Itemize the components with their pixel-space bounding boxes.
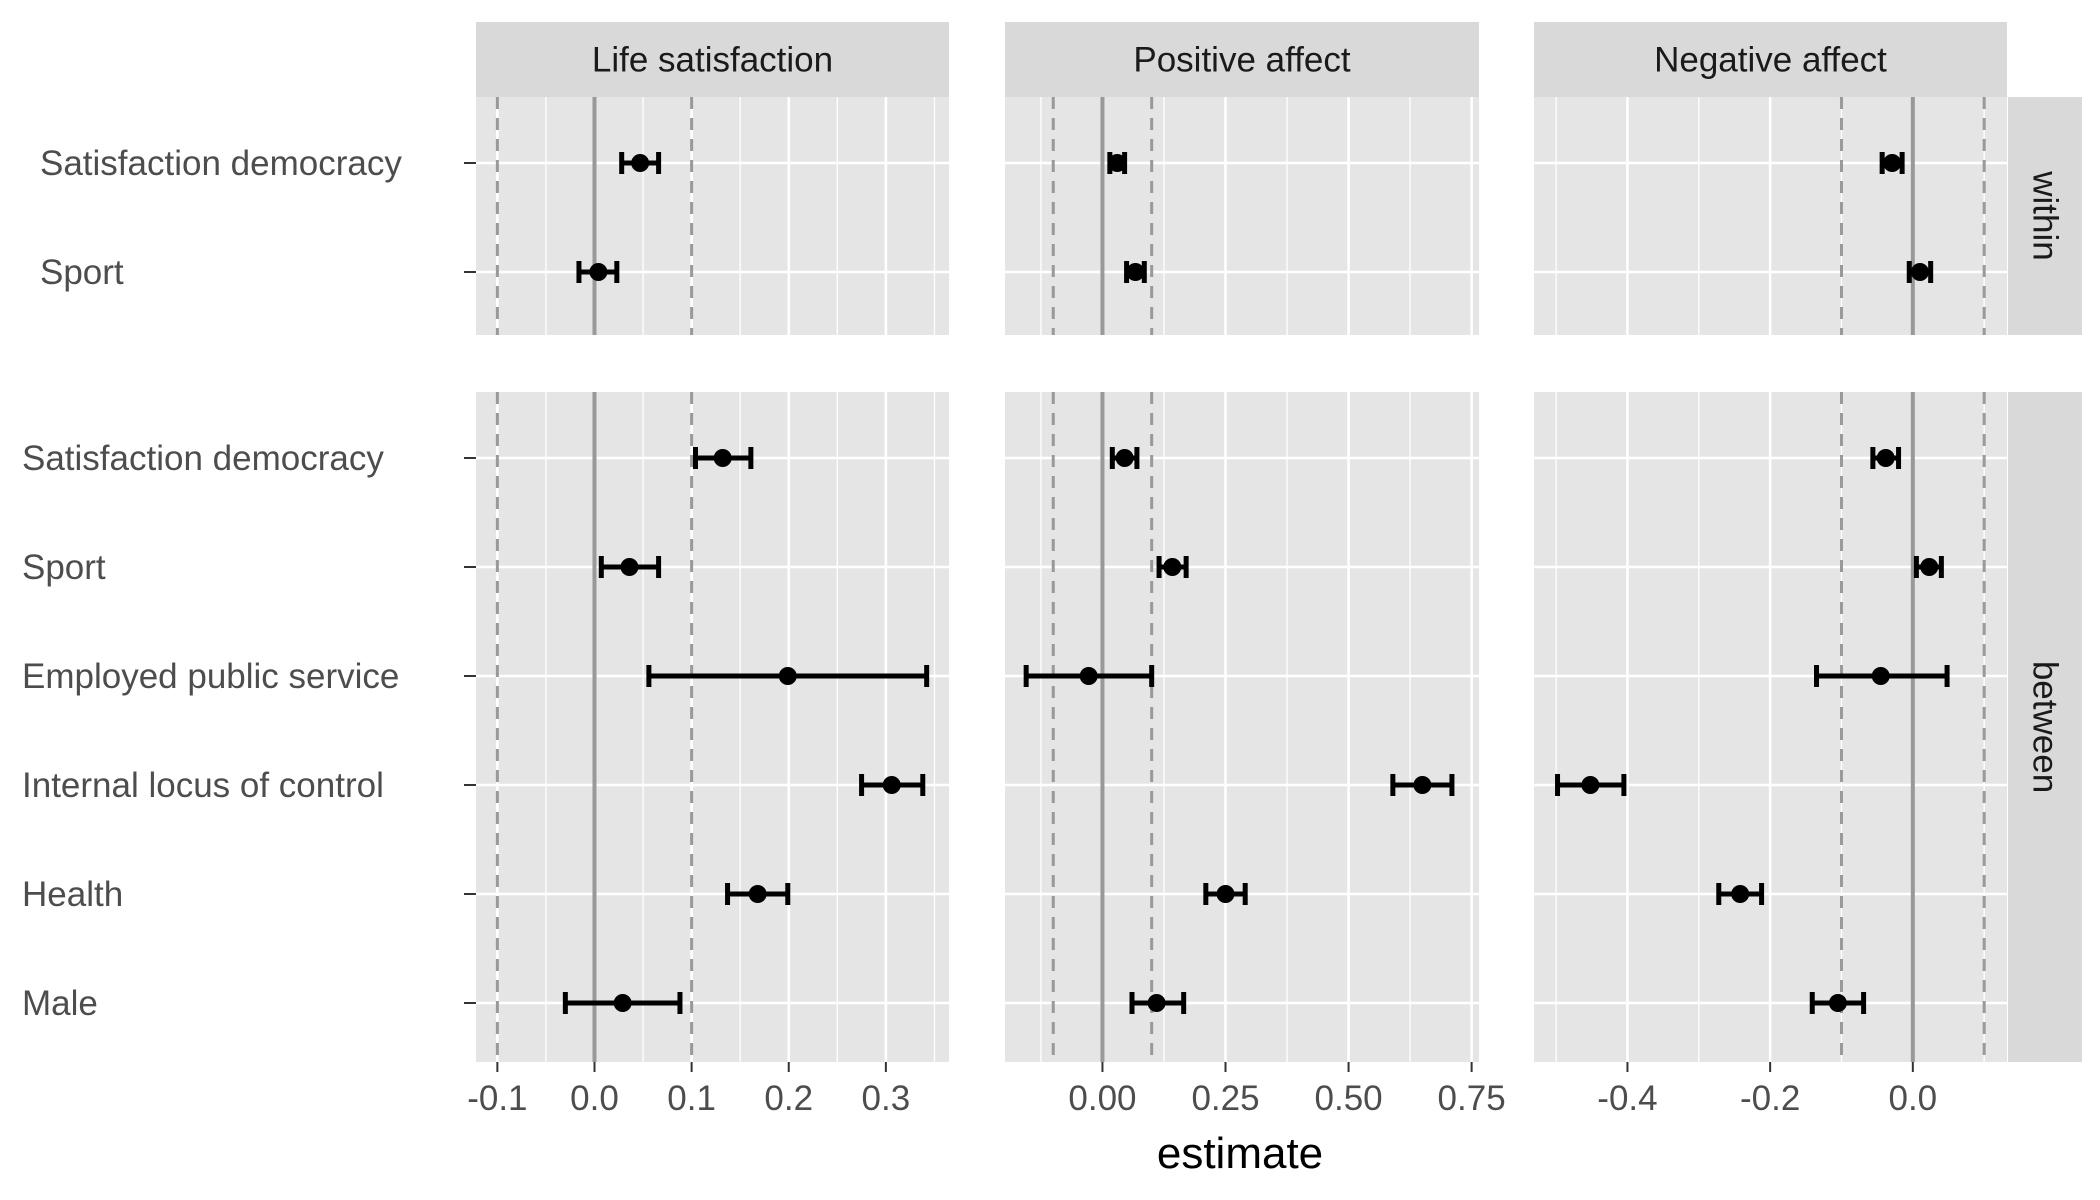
strip-within [2008,97,2082,335]
x-tick-label: 0.2 [764,1079,813,1118]
panel-life-satisfaction-between [476,392,949,1062]
y-label-between-male: Male [22,984,98,1023]
y-label-between-internal-locus-of-control: Internal locus of control [22,766,384,805]
x-tick-label: -0.1 [467,1079,527,1118]
strip-label-negative-affect: Negative affect [1654,41,1887,80]
estimate-point [1828,994,1847,1012]
errorbar-internal-locus-of-control [1555,774,1627,796]
errorbar-employed-public-service [1814,665,1950,687]
estimate-point [620,558,639,576]
errorbar-satisfaction-democracy [619,152,662,174]
errorbar-male [1809,992,1867,1014]
errorbar-employed-public-service [1023,665,1155,687]
y-tick-labels: Satisfaction democracy Sport Satisfaction … [22,144,476,1023]
estimate-point [1883,154,1902,172]
errorbar-satisfaction-democracy [1109,447,1140,469]
x-tick-label: -0.4 [1597,1079,1657,1118]
errorbar-internal-locus-of-control [859,774,926,796]
panel-background [476,392,949,1062]
estimate-point [778,667,797,685]
y-label-between-satisfaction-democracy: Satisfaction democracy [22,439,384,478]
errorbar-sport [1913,556,1944,578]
y-label-within-satisfaction-democracy: Satisfaction democracy [40,144,402,183]
estimate-point [882,776,901,794]
x-tick-label: 0.50 [1315,1079,1383,1118]
x-tick-label: 0.25 [1191,1079,1259,1118]
errorbar-sport [1124,261,1147,283]
estimate-point [1126,263,1145,281]
errorbar-male [1129,992,1187,1014]
errorbar-male [562,992,683,1014]
errorbar-satisfaction-democracy [1870,447,1902,469]
estimate-point [1910,263,1929,281]
errorbar-health [1203,883,1248,905]
column-strips: Life satisfaction Positive affect Negative… [476,22,2007,97]
x-tick-label: 0.00 [1068,1079,1136,1118]
x-tick-labels: -0.1 0.0 0.1 0.2 0.3 0.00 0.25 0.50 0.75 -0.4 -0.2… [467,1062,1937,1118]
estimate-point [631,154,650,172]
row-strips: within between [2008,97,2082,1062]
panel-background [1005,97,1479,335]
panel-background [476,97,949,335]
y-label-between-employed-public-service: Employed public service [22,657,399,696]
x-tick-label: 0.0 [570,1079,619,1118]
panel-negative-affect-within [1534,97,2007,335]
strip-negative-affect [1534,22,2007,97]
strip-label-between: between [2026,661,2065,793]
estimate-point [713,449,732,467]
x-tick-label: 0.75 [1438,1079,1506,1118]
estimate-point [1876,449,1895,467]
strip-label-positive-affect: Positive affect [1133,41,1351,80]
estimate-point [1581,776,1600,794]
errorbar-sport [1906,261,1934,283]
panel-negative-affect-between [1534,392,2007,1062]
panel-positive-affect-within [1005,97,1479,335]
x-tick-label: -0.2 [1740,1079,1800,1118]
strip-positive-affect [1005,22,1479,97]
strip-label-life-satisfaction: Life satisfaction [592,41,833,80]
estimate-point [748,885,767,903]
panels [476,97,2007,1062]
x-tick-label: 0.0 [1888,1079,1937,1118]
y-label-between-health: Health [22,875,123,914]
strip-life-satisfaction [476,22,949,97]
x-axis-title: estimate [1157,1129,1323,1178]
errorbar-satisfaction-democracy [1107,152,1128,174]
y-label-within-sport: Sport [40,253,124,292]
estimate-point [1731,885,1750,903]
estimate-point [1920,558,1939,576]
estimate-point [589,263,608,281]
estimate-point [613,994,632,1012]
estimate-point [1147,994,1166,1012]
strip-between [2008,392,2082,1062]
strip-label-within: within [2026,170,2065,260]
errorbar-sport [1156,556,1189,578]
estimate-point [1163,558,1182,576]
errorbar-sport [598,556,662,578]
errorbar-employed-public-service [646,665,930,687]
estimate-point [1871,667,1890,685]
errorbar-internal-locus-of-control [1390,774,1455,796]
y-label-between-sport: Sport [22,548,106,587]
errorbar-satisfaction-democracy [1879,152,1905,174]
estimate-point [1115,449,1134,467]
panel-background [1005,392,1479,1062]
errorbar-satisfaction-democracy [693,447,754,469]
estimate-point [1079,667,1098,685]
errorbar-health [725,883,791,905]
panel-life-satisfaction-within [476,97,949,335]
estimate-point [1108,154,1127,172]
panel-positive-affect-between [1005,392,1479,1062]
errorbar-health [1716,883,1765,905]
x-tick-label: 0.3 [862,1079,911,1118]
estimate-point [1413,776,1432,794]
x-tick-label: 0.1 [667,1079,716,1118]
errorbar-sport [576,261,620,283]
estimate-point [1216,885,1235,903]
